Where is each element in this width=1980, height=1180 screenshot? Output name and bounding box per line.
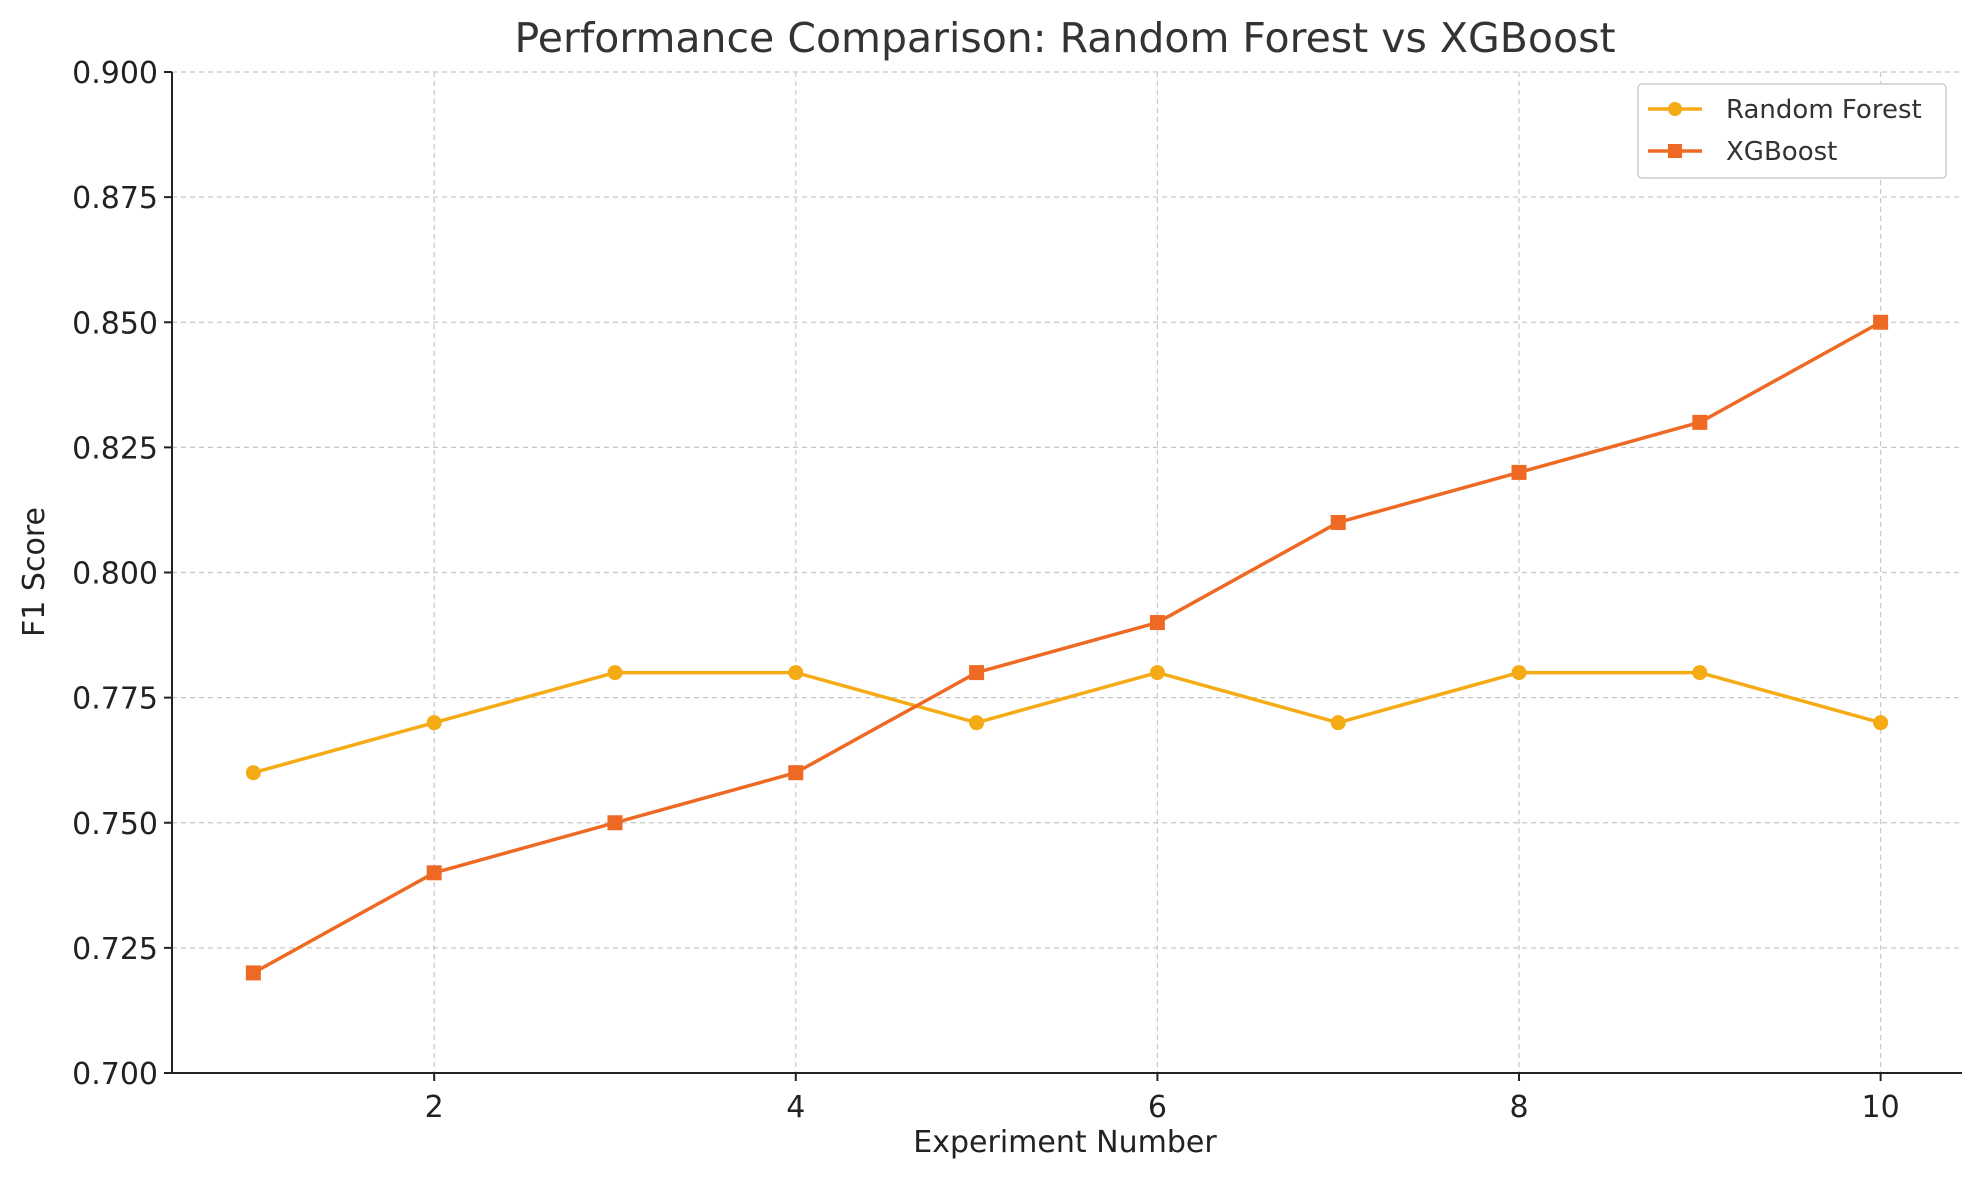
series-xgboost: [245, 314, 1889, 981]
data-point-xgboost: [1873, 314, 1889, 330]
legend-box: [1637, 83, 1947, 179]
legend: Random Forest XGBoost: [1637, 83, 1947, 179]
data-point-xgboost: [426, 865, 442, 881]
x-axis-title: Experiment Number: [913, 1125, 1217, 1160]
data-point-xgboost: [607, 815, 623, 831]
y-axis-title: F1 Score: [17, 507, 52, 637]
y-tick-label: 0.900: [72, 56, 158, 91]
data-point-random-forest: [969, 715, 985, 731]
legend-marker-random-forest: [1668, 102, 1682, 116]
data-point-xgboost: [1149, 615, 1165, 631]
data-point-xgboost: [1511, 464, 1527, 480]
data-point-random-forest: [788, 665, 804, 681]
x-tick-label: 10: [1862, 1090, 1900, 1125]
x-tick-label: 6: [1148, 1090, 1167, 1125]
data-point-random-forest: [245, 765, 261, 781]
series-line-random-forest: [252, 670, 1882, 775]
data-point-random-forest: [1330, 715, 1346, 731]
data-point-random-forest: [1692, 665, 1708, 681]
data-point-xgboost: [1330, 514, 1346, 530]
data-point-xgboost: [245, 965, 261, 981]
y-tick-label: 0.725: [72, 932, 158, 967]
legend-marker-xgboost: [1668, 144, 1682, 158]
series-random-forest: [245, 665, 1889, 781]
data-point-random-forest: [607, 665, 623, 681]
x-tick-label: 8: [1509, 1090, 1528, 1125]
data-point-xgboost: [788, 765, 804, 781]
y-tick-label: 0.775: [72, 682, 158, 717]
y-tick-label: 0.800: [72, 557, 158, 592]
axes: 2 4 6 8 10 0.700 0.725 0.750 0.775 0.800 0.825 0.85…: [72, 56, 1962, 1125]
legend-label-random-forest: Random Forest: [1726, 95, 1922, 125]
data-point-random-forest: [1873, 715, 1889, 731]
series-layer: [245, 314, 1889, 981]
data-point-random-forest: [1149, 665, 1165, 681]
x-tick-label: 2: [425, 1090, 444, 1125]
data-point-xgboost: [1692, 414, 1708, 430]
series-line-xgboost: [252, 320, 1882, 975]
y-tick-label: 0.850: [72, 306, 158, 341]
x-tick-label: 4: [786, 1090, 805, 1125]
chart-title: Performance Comparison: Random Forest vs…: [514, 14, 1615, 62]
y-tick-label: 0.875: [72, 181, 158, 216]
legend-label-xgboost: XGBoost: [1726, 137, 1837, 167]
data-point-random-forest: [426, 715, 442, 731]
y-tick-label: 0.750: [72, 807, 158, 842]
y-tick-label: 0.825: [72, 431, 158, 466]
y-tick-label: 0.700: [72, 1057, 158, 1092]
grid: [172, 71, 1962, 1074]
data-point-random-forest: [1511, 665, 1527, 681]
data-point-xgboost: [969, 665, 985, 681]
